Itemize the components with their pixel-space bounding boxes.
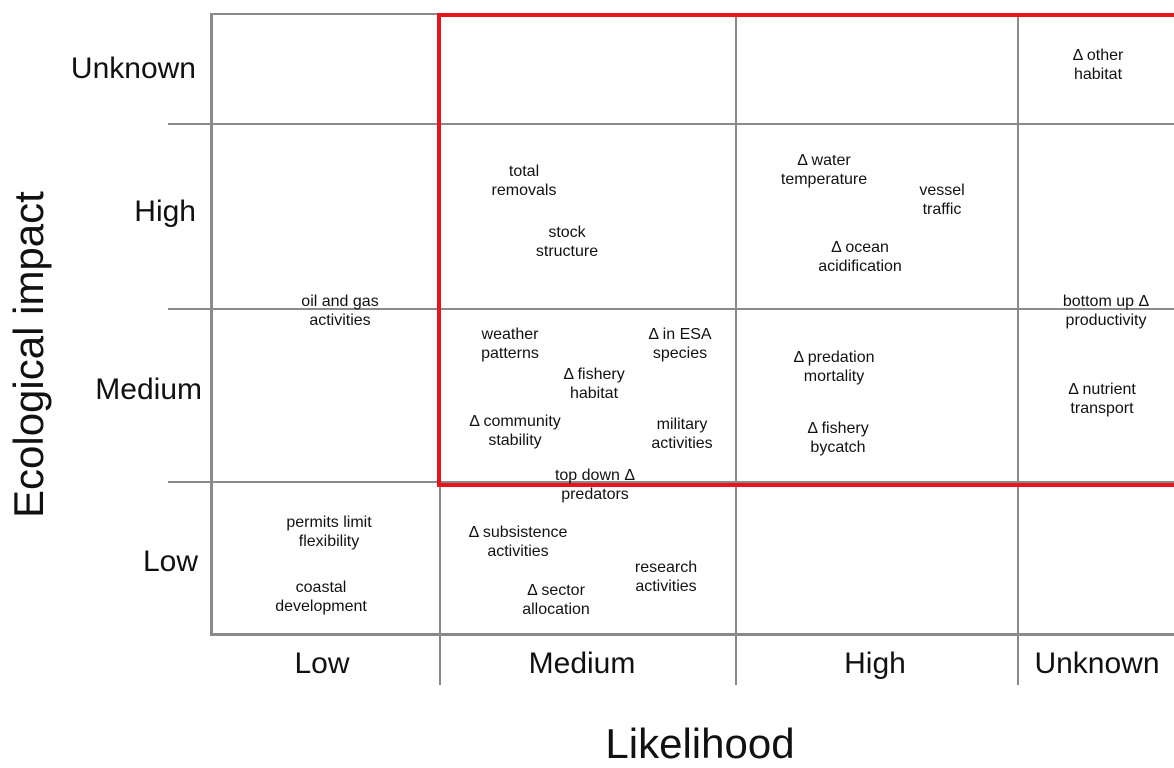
item-weather-patterns: weather patterns bbox=[481, 326, 539, 362]
item-delta-ocean-acidification: Δ ocean acidification bbox=[818, 239, 902, 275]
item-total-removals: total removals bbox=[491, 163, 557, 199]
item-delta-fishery-habitat: Δ fishery habitat bbox=[563, 366, 625, 402]
grid-col-line-3 bbox=[1017, 13, 1019, 685]
grid-left-axis-line bbox=[210, 13, 213, 636]
col-label-medium: Medium bbox=[528, 647, 636, 680]
item-research-activities: research activities bbox=[634, 559, 698, 595]
item-delta-nutrient-transport: Δ nutrient transport bbox=[1068, 381, 1136, 417]
item-military-activities: military activities bbox=[651, 416, 713, 452]
item-oil-and-gas-activities: oil and gas activities bbox=[301, 293, 379, 329]
col-label-high: High bbox=[844, 647, 906, 680]
item-delta-other-habitat: Δ other habitat bbox=[1072, 47, 1124, 83]
item-delta-predation-mortality: Δ predation mortality bbox=[793, 349, 875, 385]
x-axis-title: Likelihood bbox=[605, 720, 795, 767]
row-label-medium: Medium bbox=[95, 373, 202, 406]
y-axis-title: Ecological impact bbox=[5, 191, 52, 518]
item-delta-fishery-bycatch: Δ fishery bycatch bbox=[807, 420, 869, 456]
grid-row-line-3 bbox=[168, 481, 1174, 483]
item-delta-water-temperature: Δ water temperature bbox=[780, 152, 868, 188]
row-label-low: Low bbox=[142, 545, 198, 578]
item-delta-in-esa-species: Δ in ESA species bbox=[648, 326, 712, 362]
item-permits-limit-flexibility: permits limit flexibility bbox=[286, 514, 372, 550]
grid-row-line-2 bbox=[168, 308, 1174, 310]
item-vessel-traffic: vessel traffic bbox=[919, 182, 965, 218]
grid-col-line-2 bbox=[735, 13, 737, 685]
row-label-unknown: Unknown bbox=[70, 52, 196, 85]
item-stock-structure: stock structure bbox=[535, 224, 599, 260]
row-label-high: High bbox=[134, 195, 196, 228]
item-delta-subsistence-activities: Δ subsistence activities bbox=[468, 524, 568, 560]
high-risk-highlight-frame bbox=[437, 13, 1174, 487]
item-delta-sector-allocation: Δ sector allocation bbox=[522, 582, 590, 618]
item-coastal-development: coastal development bbox=[275, 579, 367, 615]
grid-bottom-axis-line bbox=[210, 633, 1174, 636]
col-label-unknown: Unknown bbox=[1034, 647, 1160, 680]
grid-row-line-1 bbox=[168, 123, 1174, 125]
item-delta-community-stability: Δ community stability bbox=[469, 413, 561, 449]
col-label-low: Low bbox=[294, 647, 350, 680]
